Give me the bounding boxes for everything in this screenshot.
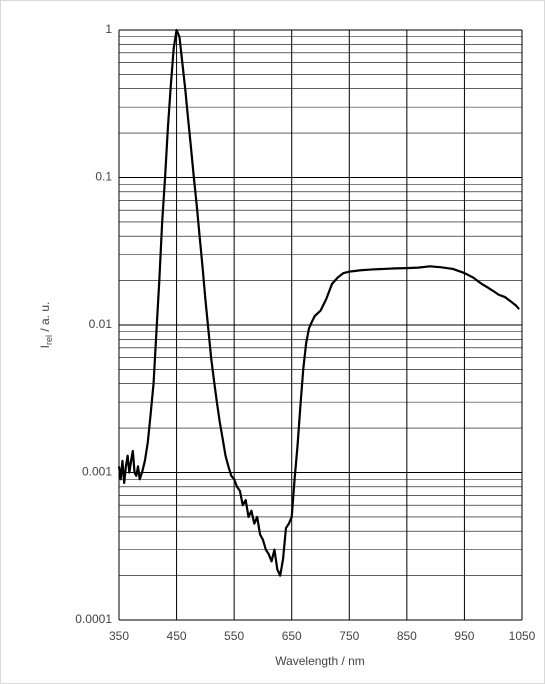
x-tick-label: 950 (454, 629, 474, 643)
data-line (117, 28, 520, 577)
y-tick-label: 0.0001 (75, 612, 112, 626)
x-tick-label: 550 (224, 629, 244, 643)
y-tick-label: 0.001 (82, 465, 112, 479)
y-label-rest: / a. u. (38, 302, 52, 335)
y-tick-label: 1 (105, 22, 112, 36)
y-axis-label: Irel / a. u. (38, 302, 54, 349)
x-tick-label: 350 (109, 629, 129, 643)
x-tick-label: 650 (282, 629, 302, 643)
x-tick-label: 850 (397, 629, 417, 643)
x-tick-label: 750 (339, 629, 359, 643)
y-tick-label: 0.01 (89, 317, 113, 331)
x-axis-label: Wavelength / nm (275, 654, 365, 668)
y-label-sub: rel (44, 335, 54, 345)
x-tick-label: 1050 (509, 629, 536, 643)
y-tick-label: 0.1 (95, 170, 112, 184)
y-label-base: I (38, 345, 52, 348)
x-tick-label: 450 (167, 629, 187, 643)
